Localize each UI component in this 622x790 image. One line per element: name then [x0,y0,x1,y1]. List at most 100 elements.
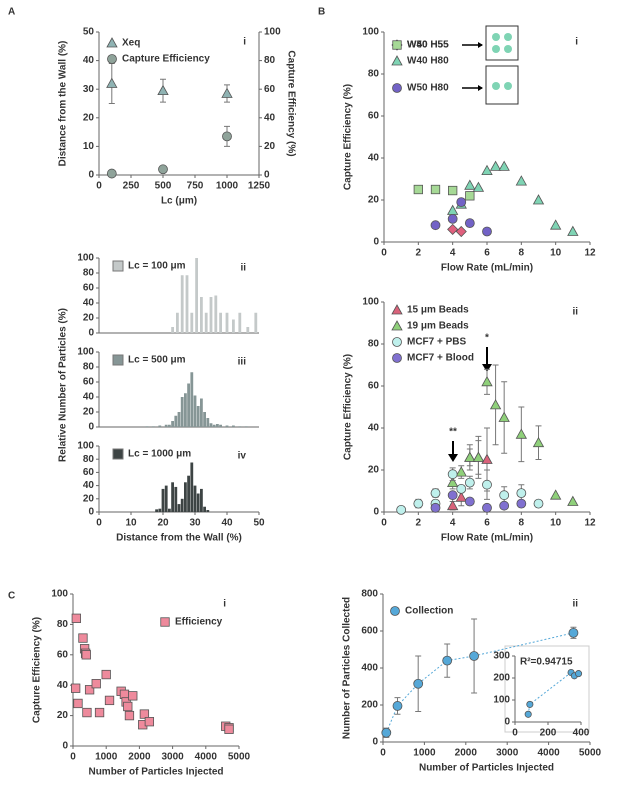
x-tick-label: 4000 [195,752,218,763]
channel-inset [485,65,519,105]
y-tick-label: 300 [493,651,510,662]
arrow-head [478,85,483,91]
bar [206,510,210,512]
marker-circle [499,490,510,501]
marker-circle [430,488,441,499]
x-tick-label: 250 [123,181,140,192]
legend-label: Lc = 100 μm [128,261,186,272]
marker-triangle [549,219,562,230]
marker-circle [392,83,402,93]
y-tick-label: 100 [362,27,379,38]
marker-circle [430,502,441,513]
x-axis-label: Number of Particles Injected [419,763,554,774]
marker-triangle [446,476,459,487]
legend-label: Xeq [122,38,140,49]
y-tick-label: 60 [57,649,69,660]
bar [200,297,203,333]
marker-circle [413,678,424,689]
panel-letter: A [8,7,15,18]
marker-circle [392,353,402,363]
y-tick-label: 80 [57,619,69,630]
marker-triangle [464,451,476,462]
legend-label: W50 H55 [407,40,449,51]
y-tick-label: 40 [83,298,95,309]
marker-circle [524,710,532,718]
marker-circle [456,483,467,494]
bar [225,425,229,427]
y-tick-label: 30 [83,84,95,95]
marker-square [73,698,83,709]
bar [174,486,178,512]
marker-circle [447,469,458,480]
bar [171,482,174,512]
y-tick-label: 20 [83,493,95,504]
channel-inset [485,25,519,61]
x-tick-label: 0 [70,752,76,763]
y-tick-label: 100 [77,347,94,358]
marker-triangle [472,451,485,462]
x-tick-label: 2 [416,518,422,529]
inset-dot [492,82,500,90]
x-tick-label: 0 [96,181,102,192]
marker-circle [464,477,475,488]
marker-triangle [157,84,169,96]
y2-tick-label: 80 [264,55,276,66]
x-tick-label: 6 [484,248,490,259]
marker-triangle [391,304,403,315]
marker-circle [447,213,458,224]
y-axis-label: Distance from the Wall (%) [58,41,69,167]
bar [206,418,210,427]
marker-diamond [455,225,467,238]
marker-square [465,191,475,201]
bar [254,312,258,333]
y-tick-label: 200 [361,700,378,711]
bar [190,462,194,512]
inset-diagrams [448,25,590,733]
marker-square [430,184,441,195]
y-tick-label: 80 [368,339,380,350]
bar [164,424,168,427]
marker-triangle [391,320,403,331]
marker-triangle [481,375,493,387]
marker-triangle [567,495,579,506]
bar [190,372,194,427]
marker-circle [392,337,402,347]
bar [190,312,194,333]
y-tick-label: 100 [77,441,94,452]
y-tick-label: 0 [372,737,378,748]
y-tick-label: 200 [493,673,510,684]
marker-circle [482,226,492,237]
arrow-head [448,454,458,462]
x-axis-label: Flow Rate (mL/min) [441,263,533,274]
y-tick-label: 100 [77,253,94,264]
y-tick-label: 600 [361,626,378,637]
x-tick-label: 4 [450,518,456,529]
marker-circle [456,197,467,208]
bar [200,488,203,512]
marker-triangle [481,164,493,175]
marker-circle [568,627,579,638]
annotation: R²=0.94715 [520,657,573,668]
y-tick-label: 60 [83,283,95,294]
bar [177,412,181,427]
bar [219,424,222,427]
marker-square [71,683,81,693]
x-tick-label: 400 [573,728,590,739]
legend-label: Lc = 1000 μm [128,449,191,460]
x-tick-label: 2 [416,248,422,259]
x-tick-label: 30 [189,518,201,529]
y-tick-label: 40 [83,392,95,403]
y-tick-label: 0 [88,507,94,518]
y-axis-label: Capture Efficiency (%) [32,617,43,723]
y-tick-label: 20 [83,407,95,418]
y-tick-label: 0 [373,237,379,248]
x-tick-label: 0 [381,518,387,529]
y-tick-label: 40 [368,423,380,434]
inset-dot [504,33,512,41]
panel-numeral: iii [238,357,247,368]
marker-circle [381,727,392,738]
bar [209,297,213,333]
y-axis-label: Relative Number of Particles (%) [58,308,69,462]
y-axis-label: Capture Efficiency (%) [343,84,354,190]
marker-triangle [106,77,118,88]
